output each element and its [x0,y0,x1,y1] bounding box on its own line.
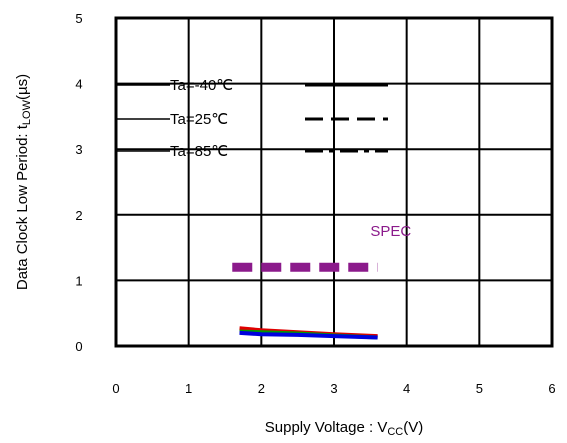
x-tick-label-6: 6 [548,381,555,396]
y-tick-label-2: 2 [75,208,82,223]
plot-frame [114,16,554,348]
x-tick-label-1: 1 [185,381,192,396]
x-tick-labels: 0 1 2 3 4 5 6 [112,381,555,396]
x-tick-label-4: 4 [403,381,410,396]
series-group [239,326,378,340]
x-axis-label: Supply Voltage : VCC(V) [265,419,423,438]
y-tick-label-4: 4 [75,77,82,92]
legend-label-1: Ta=25℃ [170,111,228,128]
y-tick-label-0: 0 [75,339,82,354]
spec-label: SPEC [370,223,411,240]
grid-lines [116,18,552,346]
y-axis-label: Data Clock Low Period: tLOW(µs) [14,74,33,290]
x-tick-label-3: 3 [330,381,337,396]
y-tick-label-5: 5 [75,11,82,26]
legend-label-2: Ta=85℃ [170,143,228,160]
x-tick-label-5: 5 [476,381,483,396]
y-tick-label-3: 3 [75,142,82,157]
legend-label-0: Ta=-40℃ [170,77,233,94]
series-line-2 [239,330,378,340]
spec-group: SPEC [232,223,411,272]
x-tick-label-2: 2 [258,381,265,396]
legend: Ta=-40℃ Ta=25℃ Ta=85℃ [117,77,388,160]
y-tick-labels: 0 1 2 3 4 5 [75,11,82,354]
y-tick-label-1: 1 [75,273,82,288]
x-tick-label-0: 0 [112,381,119,396]
